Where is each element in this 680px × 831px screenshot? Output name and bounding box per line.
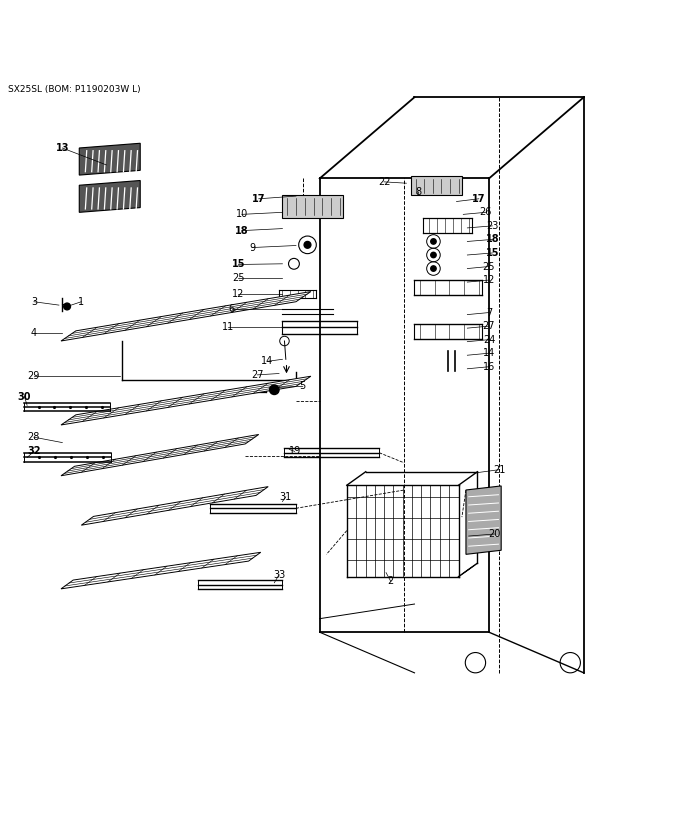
Text: 33: 33 [273, 569, 285, 580]
Polygon shape [466, 486, 501, 554]
Polygon shape [61, 435, 258, 476]
Text: 23: 23 [486, 221, 498, 231]
Text: 14: 14 [483, 348, 495, 358]
Text: 30: 30 [18, 391, 31, 401]
Text: 10: 10 [236, 209, 248, 219]
Text: 27: 27 [483, 321, 495, 331]
Text: 17: 17 [472, 194, 486, 204]
Text: 2: 2 [388, 577, 394, 587]
Text: 24: 24 [483, 335, 495, 345]
Text: 31: 31 [279, 492, 292, 502]
Text: 4: 4 [31, 328, 37, 338]
Text: 9: 9 [249, 243, 255, 253]
Circle shape [304, 242, 311, 248]
Text: 22: 22 [378, 177, 390, 187]
Text: 19: 19 [288, 446, 301, 456]
Circle shape [430, 253, 436, 258]
Text: 28: 28 [28, 432, 40, 442]
Text: SX25SL (BOM: P1190203W L): SX25SL (BOM: P1190203W L) [8, 85, 141, 94]
FancyBboxPatch shape [411, 176, 462, 195]
Polygon shape [80, 180, 140, 213]
Circle shape [430, 238, 436, 244]
Text: 7: 7 [486, 307, 492, 317]
Text: 18: 18 [486, 234, 499, 244]
Text: 18: 18 [235, 226, 249, 236]
Text: 15: 15 [232, 259, 245, 269]
Circle shape [430, 266, 436, 271]
Polygon shape [61, 292, 311, 341]
Text: 25: 25 [483, 262, 495, 272]
Polygon shape [82, 487, 268, 525]
Text: 13: 13 [56, 143, 69, 153]
Polygon shape [61, 553, 260, 589]
Polygon shape [61, 376, 311, 425]
Text: 20: 20 [488, 529, 500, 539]
Text: 5: 5 [300, 381, 306, 391]
Circle shape [269, 385, 279, 395]
Text: 8: 8 [415, 187, 422, 197]
Text: 32: 32 [27, 446, 41, 456]
Text: 11: 11 [222, 322, 235, 332]
FancyBboxPatch shape [282, 195, 343, 218]
Polygon shape [80, 143, 140, 175]
Circle shape [64, 303, 71, 310]
Text: 14: 14 [261, 356, 273, 366]
Text: 12: 12 [233, 288, 245, 298]
Text: 21: 21 [493, 465, 505, 475]
Text: 6: 6 [228, 304, 235, 314]
Text: 1: 1 [78, 297, 84, 307]
Text: 29: 29 [28, 371, 40, 381]
Text: 25: 25 [232, 273, 245, 283]
Text: 12: 12 [483, 275, 495, 285]
Text: 16: 16 [483, 361, 495, 371]
Text: 27: 27 [251, 370, 264, 380]
Text: 26: 26 [479, 207, 492, 218]
Text: 17: 17 [252, 194, 265, 204]
Text: 15: 15 [486, 248, 499, 258]
Text: 3: 3 [31, 297, 37, 307]
